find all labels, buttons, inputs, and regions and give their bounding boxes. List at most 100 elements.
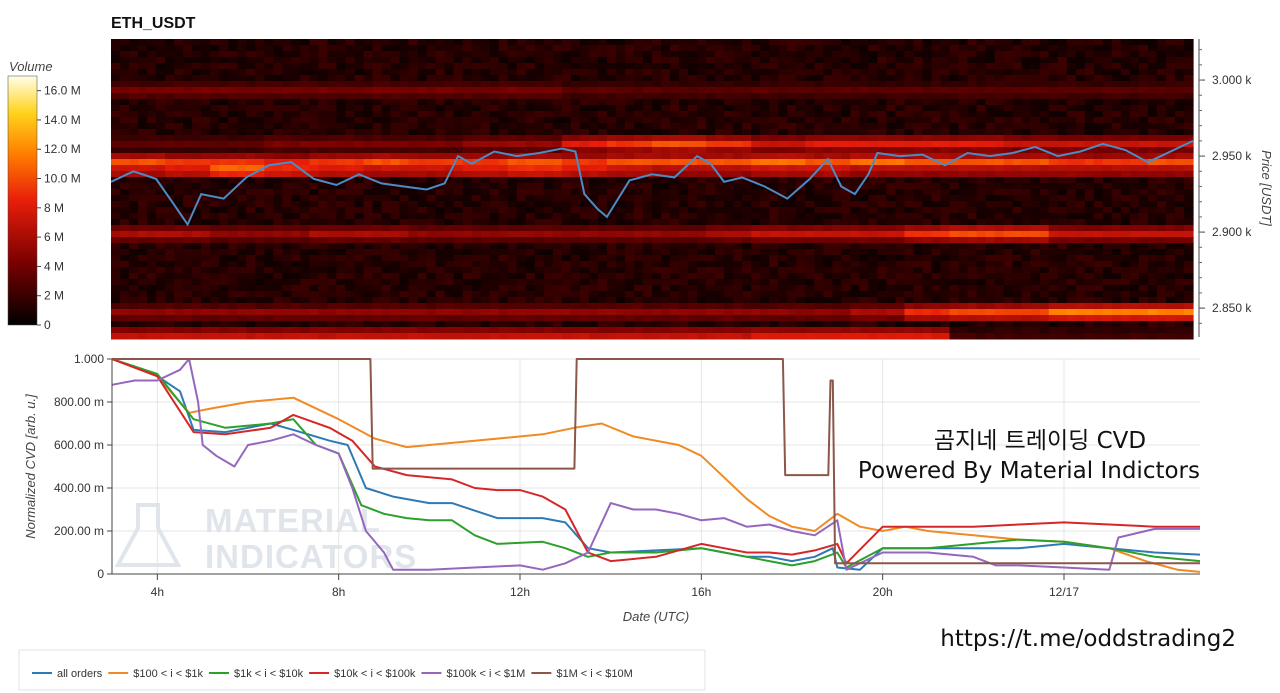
heatmap-cell: [453, 267, 464, 274]
heatmap-cell: [390, 189, 401, 196]
heatmap-cell: [561, 285, 572, 292]
heatmap-cell: [697, 159, 707, 166]
heatmap-cell: [1120, 105, 1131, 112]
heatmap-cell: [814, 51, 824, 58]
heatmap-cell: [255, 99, 265, 106]
heatmap-cell: [832, 249, 842, 256]
heatmap-cell: [985, 93, 996, 100]
heatmap-cell: [1120, 93, 1131, 100]
heatmap-cell: [264, 57, 274, 64]
heatmap-cell: [1066, 237, 1077, 244]
heatmap-cell: [697, 279, 707, 286]
heatmap-cell: [805, 225, 815, 232]
heatmap-cell: [1012, 105, 1023, 112]
heatmap-cell: [742, 159, 752, 166]
heatmap-cell: [850, 249, 860, 256]
heatmap-cell: [129, 99, 139, 106]
heatmap-cell: [949, 57, 960, 64]
heatmap-cell: [859, 39, 869, 46]
heatmap-cell: [1012, 273, 1023, 280]
heatmap-cell: [210, 231, 220, 238]
heatmap-cell: [534, 153, 545, 160]
heatmap-cell: [597, 267, 608, 274]
heatmap-cell: [237, 57, 247, 64]
heatmap-cell: [444, 231, 455, 238]
heatmap-cell: [1111, 237, 1122, 244]
heatmap-cell: [615, 165, 626, 172]
heatmap-cell: [679, 171, 689, 178]
heatmap-cell: [588, 63, 599, 70]
heatmap-cell: [444, 129, 455, 136]
heatmap-cell: [615, 243, 626, 250]
heatmap-cell: [579, 171, 590, 178]
heatmap-cell: [1102, 237, 1113, 244]
heatmap-cell: [724, 231, 734, 238]
heatmap-cell: [787, 75, 797, 82]
heatmap-cell: [931, 189, 942, 196]
heatmap-cell: [751, 93, 761, 100]
heatmap-cell: [237, 213, 247, 220]
heatmap-cell: [444, 189, 455, 196]
heatmap-cell: [742, 69, 752, 76]
heatmap-cell: [688, 39, 698, 46]
heatmap-cell: [462, 225, 473, 232]
heatmap-cell: [1093, 117, 1104, 124]
heatmap-cell: [363, 261, 374, 268]
heatmap-cell: [309, 171, 319, 178]
heatmap-cell: [697, 213, 707, 220]
heatmap-cell: [886, 105, 897, 112]
heatmap-cell: [877, 273, 888, 280]
heatmap-cell: [282, 267, 292, 274]
heatmap-cell: [652, 75, 662, 82]
heatmap-cell: [994, 51, 1005, 58]
heatmap-cell: [985, 255, 996, 262]
heatmap-cell: [300, 201, 310, 208]
heatmap-cell: [642, 279, 653, 286]
heatmap-cell: [679, 63, 689, 70]
heatmap-cell: [606, 141, 617, 148]
heatmap-cell: [1111, 195, 1122, 202]
heatmap-cell: [652, 117, 662, 124]
heatmap-cell: [994, 207, 1005, 214]
heatmap-cell: [805, 99, 815, 106]
heatmap-cell: [895, 231, 906, 238]
heatmap-cell: [642, 189, 653, 196]
heatmap-cell: [733, 39, 743, 46]
heatmap-cell: [642, 93, 653, 100]
heatmap-cell: [624, 117, 635, 124]
heatmap-cell: [516, 81, 527, 88]
heatmap-cell: [994, 135, 1005, 142]
heatmap-cell: [1048, 255, 1059, 262]
heatmap-cell: [733, 63, 743, 70]
heatmap-cell: [805, 219, 815, 226]
heatmap-cell: [111, 213, 121, 220]
heatmap-cell: [724, 93, 734, 100]
heatmap-cell: [372, 159, 383, 166]
heatmap-cell: [1129, 195, 1140, 202]
heatmap-cell: [246, 261, 256, 268]
heatmap-cell: [462, 243, 473, 250]
heatmap-cell: [255, 183, 265, 190]
heatmap-cell: [922, 249, 933, 256]
heatmap-cell: [408, 93, 419, 100]
heatmap-cell: [264, 195, 274, 202]
heatmap-cell: [724, 171, 734, 178]
heatmap-cell: [435, 39, 446, 46]
heatmap-cell: [579, 261, 590, 268]
heatmap-cell: [525, 159, 536, 166]
heatmap-cell: [1102, 45, 1113, 52]
heatmap-cell: [1039, 213, 1050, 220]
heatmap-cell: [958, 45, 969, 52]
heatmap-cell: [1138, 153, 1149, 160]
heatmap-cell: [624, 51, 635, 58]
heatmap-cell: [994, 75, 1005, 82]
heatmap-cell: [1066, 243, 1077, 250]
heatmap-cell: [958, 279, 969, 286]
heatmap-cell: [1102, 201, 1113, 208]
heatmap-cell: [859, 81, 869, 88]
heatmap-cell: [255, 93, 265, 100]
heatmap-cell: [156, 81, 166, 88]
heatmap-cell: [958, 51, 969, 58]
heatmap-cell: [1183, 237, 1194, 244]
heatmap-cell: [570, 45, 581, 52]
